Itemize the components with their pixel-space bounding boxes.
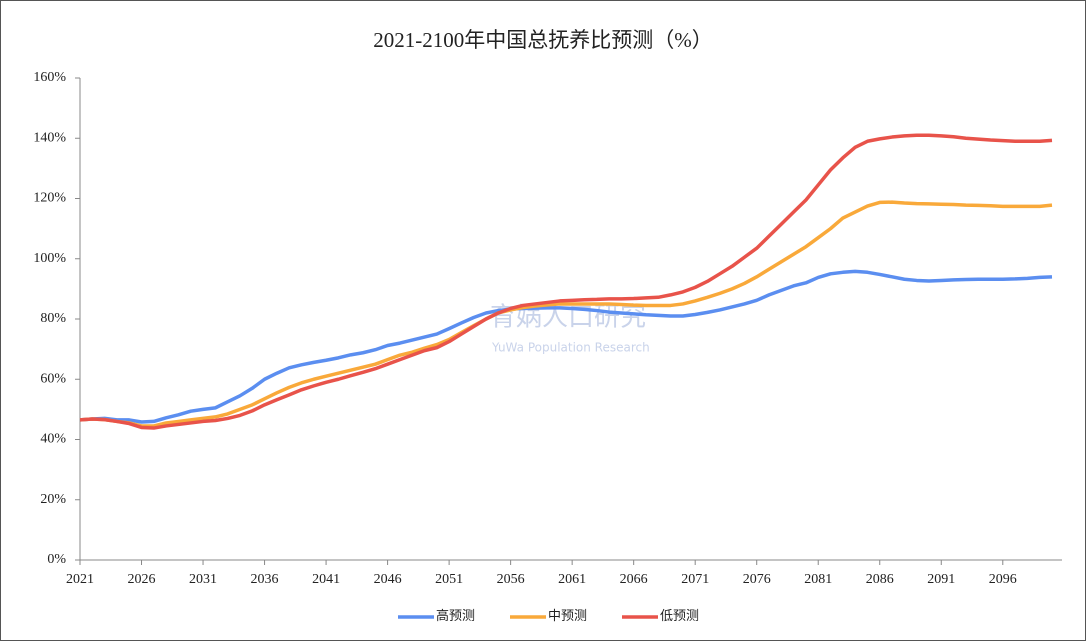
x-tick-label: 2091	[927, 572, 955, 587]
x-tick-label: 2081	[804, 572, 832, 587]
x-tick-label: 2021	[66, 572, 94, 587]
x-tick-label: 2066	[620, 572, 648, 587]
chart-title: 2021-2100年中国总抚养比预测（%）	[373, 28, 713, 52]
y-tick-label: 160%	[33, 70, 66, 85]
y-tick-label: 0%	[47, 552, 66, 567]
line-series	[79, 133, 1053, 430]
y-tick-label: 140%	[33, 130, 66, 145]
x-tick-label: 2061	[558, 572, 586, 587]
x-tick-label: 2096	[989, 572, 1017, 587]
x-tick-label: 2026	[128, 572, 156, 587]
y-tick-label: 80%	[40, 311, 66, 326]
legend-label: 高预测	[436, 608, 475, 623]
y-tick-label: 100%	[33, 251, 66, 266]
y-tick-label: 40%	[40, 432, 66, 447]
x-tick-label: 2041	[312, 572, 340, 587]
legend-label: 低预测	[660, 608, 699, 623]
x-tick-label: 2076	[743, 572, 771, 587]
x-tick-label: 2056	[497, 572, 525, 587]
x-tick-label: 2036	[251, 572, 279, 587]
x-tick-label: 2031	[189, 572, 217, 587]
y-tick-label: 120%	[33, 191, 66, 206]
line-series	[79, 269, 1053, 424]
x-tick-label: 2071	[681, 572, 709, 587]
x-tick-label: 2086	[866, 572, 894, 587]
x-tick-label: 2051	[435, 572, 463, 587]
x-tick-label: 2046	[374, 572, 402, 587]
watermark: YuWa Population Research	[491, 341, 650, 355]
line-series	[79, 200, 1053, 428]
y-tick-label: 60%	[40, 371, 66, 386]
legend-label: 中预测	[548, 608, 587, 623]
y-tick-label: 20%	[40, 492, 66, 507]
